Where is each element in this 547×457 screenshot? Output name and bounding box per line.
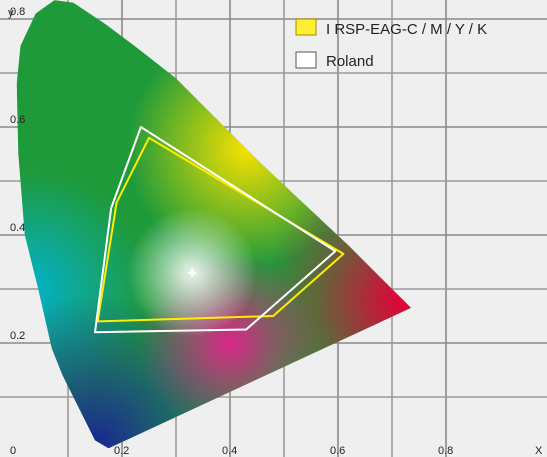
- x-axis-label: X: [535, 445, 543, 457]
- legend: I RSP-EAG-C / M / Y / K Roland: [295, 18, 487, 70]
- white-point-marker: [188, 268, 197, 277]
- legend-swatch-roland: [295, 51, 317, 69]
- y-tick-label: 0.4: [10, 222, 25, 234]
- legend-item-roland: Roland: [295, 51, 374, 70]
- y-tick-label: 0.2: [10, 330, 25, 342]
- legend-label-rsp: I RSP-EAG-C / M / Y / K: [326, 21, 487, 38]
- x-tick-label: 0.4: [222, 445, 237, 457]
- x-tick-label: 0.8: [438, 445, 453, 457]
- y-tick-label: 0.6: [10, 114, 25, 126]
- legend-swatch-rsp: [295, 18, 317, 36]
- gamut-series: [94, 126, 345, 334]
- gamut-outline-roland: [94, 126, 337, 334]
- x-tick-label: 0.6: [330, 445, 345, 457]
- spectral-locus: [16, 0, 411, 449]
- y-tick-label: 0.8: [10, 6, 25, 18]
- legend-item-rsp: I RSP-EAG-C / M / Y / K: [295, 18, 487, 38]
- x-tick-label: 0.2: [114, 445, 129, 457]
- y-axis-label: y: [8, 7, 14, 19]
- axis-ticks: 0 0.2 0.4 0.6 0.8 0.2 0.4 0.6 0.8: [10, 6, 453, 457]
- legend-label-roland: Roland: [326, 53, 374, 70]
- x-tick-label: 0: [10, 445, 16, 457]
